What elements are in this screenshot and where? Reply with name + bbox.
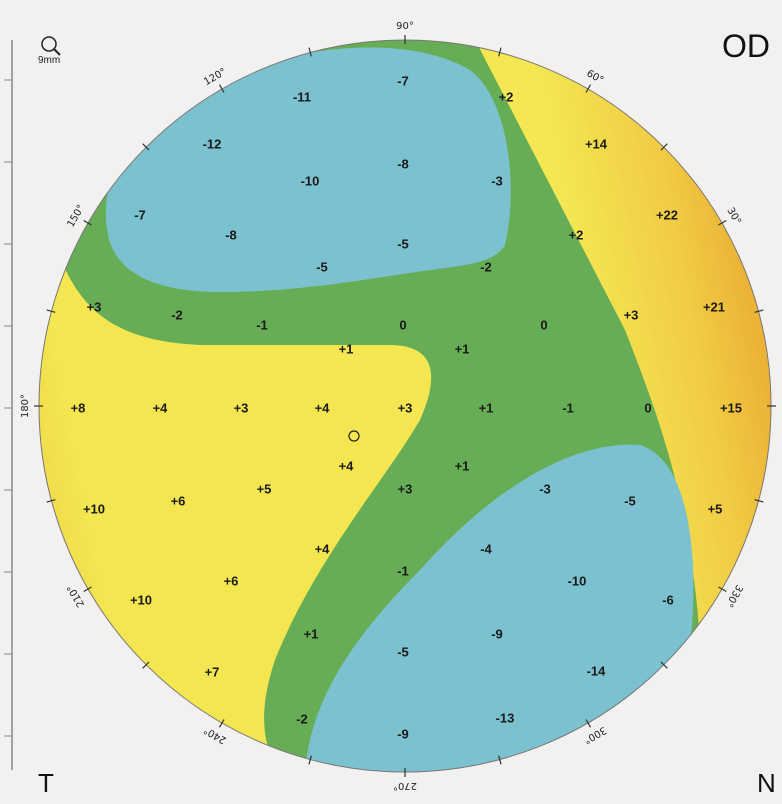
angle-tick <box>754 499 764 503</box>
angle-tick <box>498 755 502 765</box>
eye-label: OD <box>722 28 770 64</box>
angle-tick <box>585 719 592 728</box>
elevation-value: +5 <box>257 481 272 496</box>
angle-tick <box>218 719 225 728</box>
elevation-value: -8 <box>397 156 409 171</box>
elevation-value: +3 <box>624 307 639 322</box>
angle-tick <box>660 661 668 669</box>
elevation-value: +21 <box>703 299 725 314</box>
elevation-value: -1 <box>397 563 409 578</box>
degree-label: 150° <box>66 203 88 229</box>
elevation-value: -7 <box>134 207 146 222</box>
elevation-value: +5 <box>708 501 723 516</box>
elevation-value: -10 <box>568 573 587 588</box>
degree-label: 330° <box>723 583 745 609</box>
elevation-value: +1 <box>339 341 354 356</box>
elevation-value: +1 <box>304 626 319 641</box>
angle-tick <box>718 586 727 593</box>
elevation-value: -1 <box>256 317 268 332</box>
elevation-value: -1 <box>562 400 574 415</box>
elevation-value: +6 <box>224 573 239 588</box>
angle-tick <box>718 219 727 226</box>
elevation-value: -12 <box>203 136 222 151</box>
degree-label: 300° <box>582 724 608 746</box>
elevation-value: -9 <box>397 726 409 741</box>
elevation-value: -2 <box>296 711 308 726</box>
elevation-value: -8 <box>225 227 237 242</box>
elevation-value: +4 <box>153 400 169 415</box>
elevation-value: +6 <box>171 493 186 508</box>
magnifier-icon[interactable] <box>36 32 70 66</box>
elevation-value: -10 <box>301 173 320 188</box>
elevation-value: 0 <box>540 317 547 332</box>
elevation-value: +3 <box>398 400 413 415</box>
angle-tick <box>218 84 225 93</box>
degree-label: 210° <box>66 583 88 609</box>
elevation-value: -2 <box>480 259 492 274</box>
blue-zone-inferior <box>304 444 694 772</box>
elevation-value: -2 <box>171 307 183 322</box>
nasal-label: N <box>757 768 776 798</box>
elevation-value: +3 <box>87 299 102 314</box>
angle-tick <box>83 219 92 226</box>
elevation-value: +15 <box>720 400 742 415</box>
angle-tick <box>660 143 668 151</box>
elevation-value: -9 <box>491 626 503 641</box>
elevation-value: +7 <box>205 664 220 679</box>
elevation-value: +10 <box>83 501 105 516</box>
elevation-value: -11 <box>293 89 311 104</box>
angle-tick <box>498 47 502 57</box>
zoom-level-label: 9mm <box>38 55 61 66</box>
elevation-value: +2 <box>499 89 514 104</box>
elevation-value: +14 <box>585 136 608 151</box>
angle-tick <box>308 755 312 765</box>
elevation-value: +4 <box>339 458 355 473</box>
elevation-value: -3 <box>491 173 503 188</box>
angle-tick <box>46 309 56 313</box>
degree-label: 30° <box>724 206 742 227</box>
elevation-value: -5 <box>316 259 328 274</box>
angle-tick <box>142 661 150 669</box>
elevation-value: +4 <box>315 400 331 415</box>
angle-tick <box>585 84 592 93</box>
pupil-center-marker <box>348 430 360 442</box>
elevation-value: +3 <box>398 481 413 496</box>
elevation-value: +8 <box>71 400 86 415</box>
angle-tick <box>83 586 92 593</box>
elevation-value: -5 <box>397 236 409 251</box>
degree-label: 120° <box>202 67 228 89</box>
elevation-value: -13 <box>496 710 515 725</box>
elevation-value: -7 <box>397 73 409 88</box>
degree-label: 60° <box>584 68 605 86</box>
elevation-value: +1 <box>455 341 470 356</box>
degree-label: 90° <box>396 21 414 32</box>
elevation-value: 0 <box>399 317 406 332</box>
degree-label: 0° <box>779 400 782 411</box>
blue-zone-superior <box>105 47 511 292</box>
elevation-value: -6 <box>662 592 674 607</box>
elevation-value: -5 <box>624 493 636 508</box>
degree-label: 240° <box>202 724 228 746</box>
elevation-value: +1 <box>479 400 494 415</box>
elevation-value: +3 <box>234 400 249 415</box>
elevation-value: +1 <box>455 458 470 473</box>
angle-tick <box>46 499 56 503</box>
angle-tick <box>142 143 150 151</box>
elevation-value: +2 <box>569 227 584 242</box>
elevation-value: +22 <box>656 207 678 222</box>
elevation-value: -4 <box>480 541 492 556</box>
angle-tick <box>754 309 764 313</box>
degree-label: 180° <box>20 394 31 418</box>
temporal-label: T <box>38 768 54 798</box>
elevation-value: -3 <box>539 481 551 496</box>
elevation-value: 0 <box>644 400 651 415</box>
degree-label: 270° <box>393 780 417 791</box>
elevation-value: -14 <box>587 663 607 678</box>
elevation-value: +4 <box>315 541 331 556</box>
angle-tick <box>308 47 312 57</box>
elevation-value: -5 <box>397 644 409 659</box>
elevation-value: +10 <box>130 592 152 607</box>
